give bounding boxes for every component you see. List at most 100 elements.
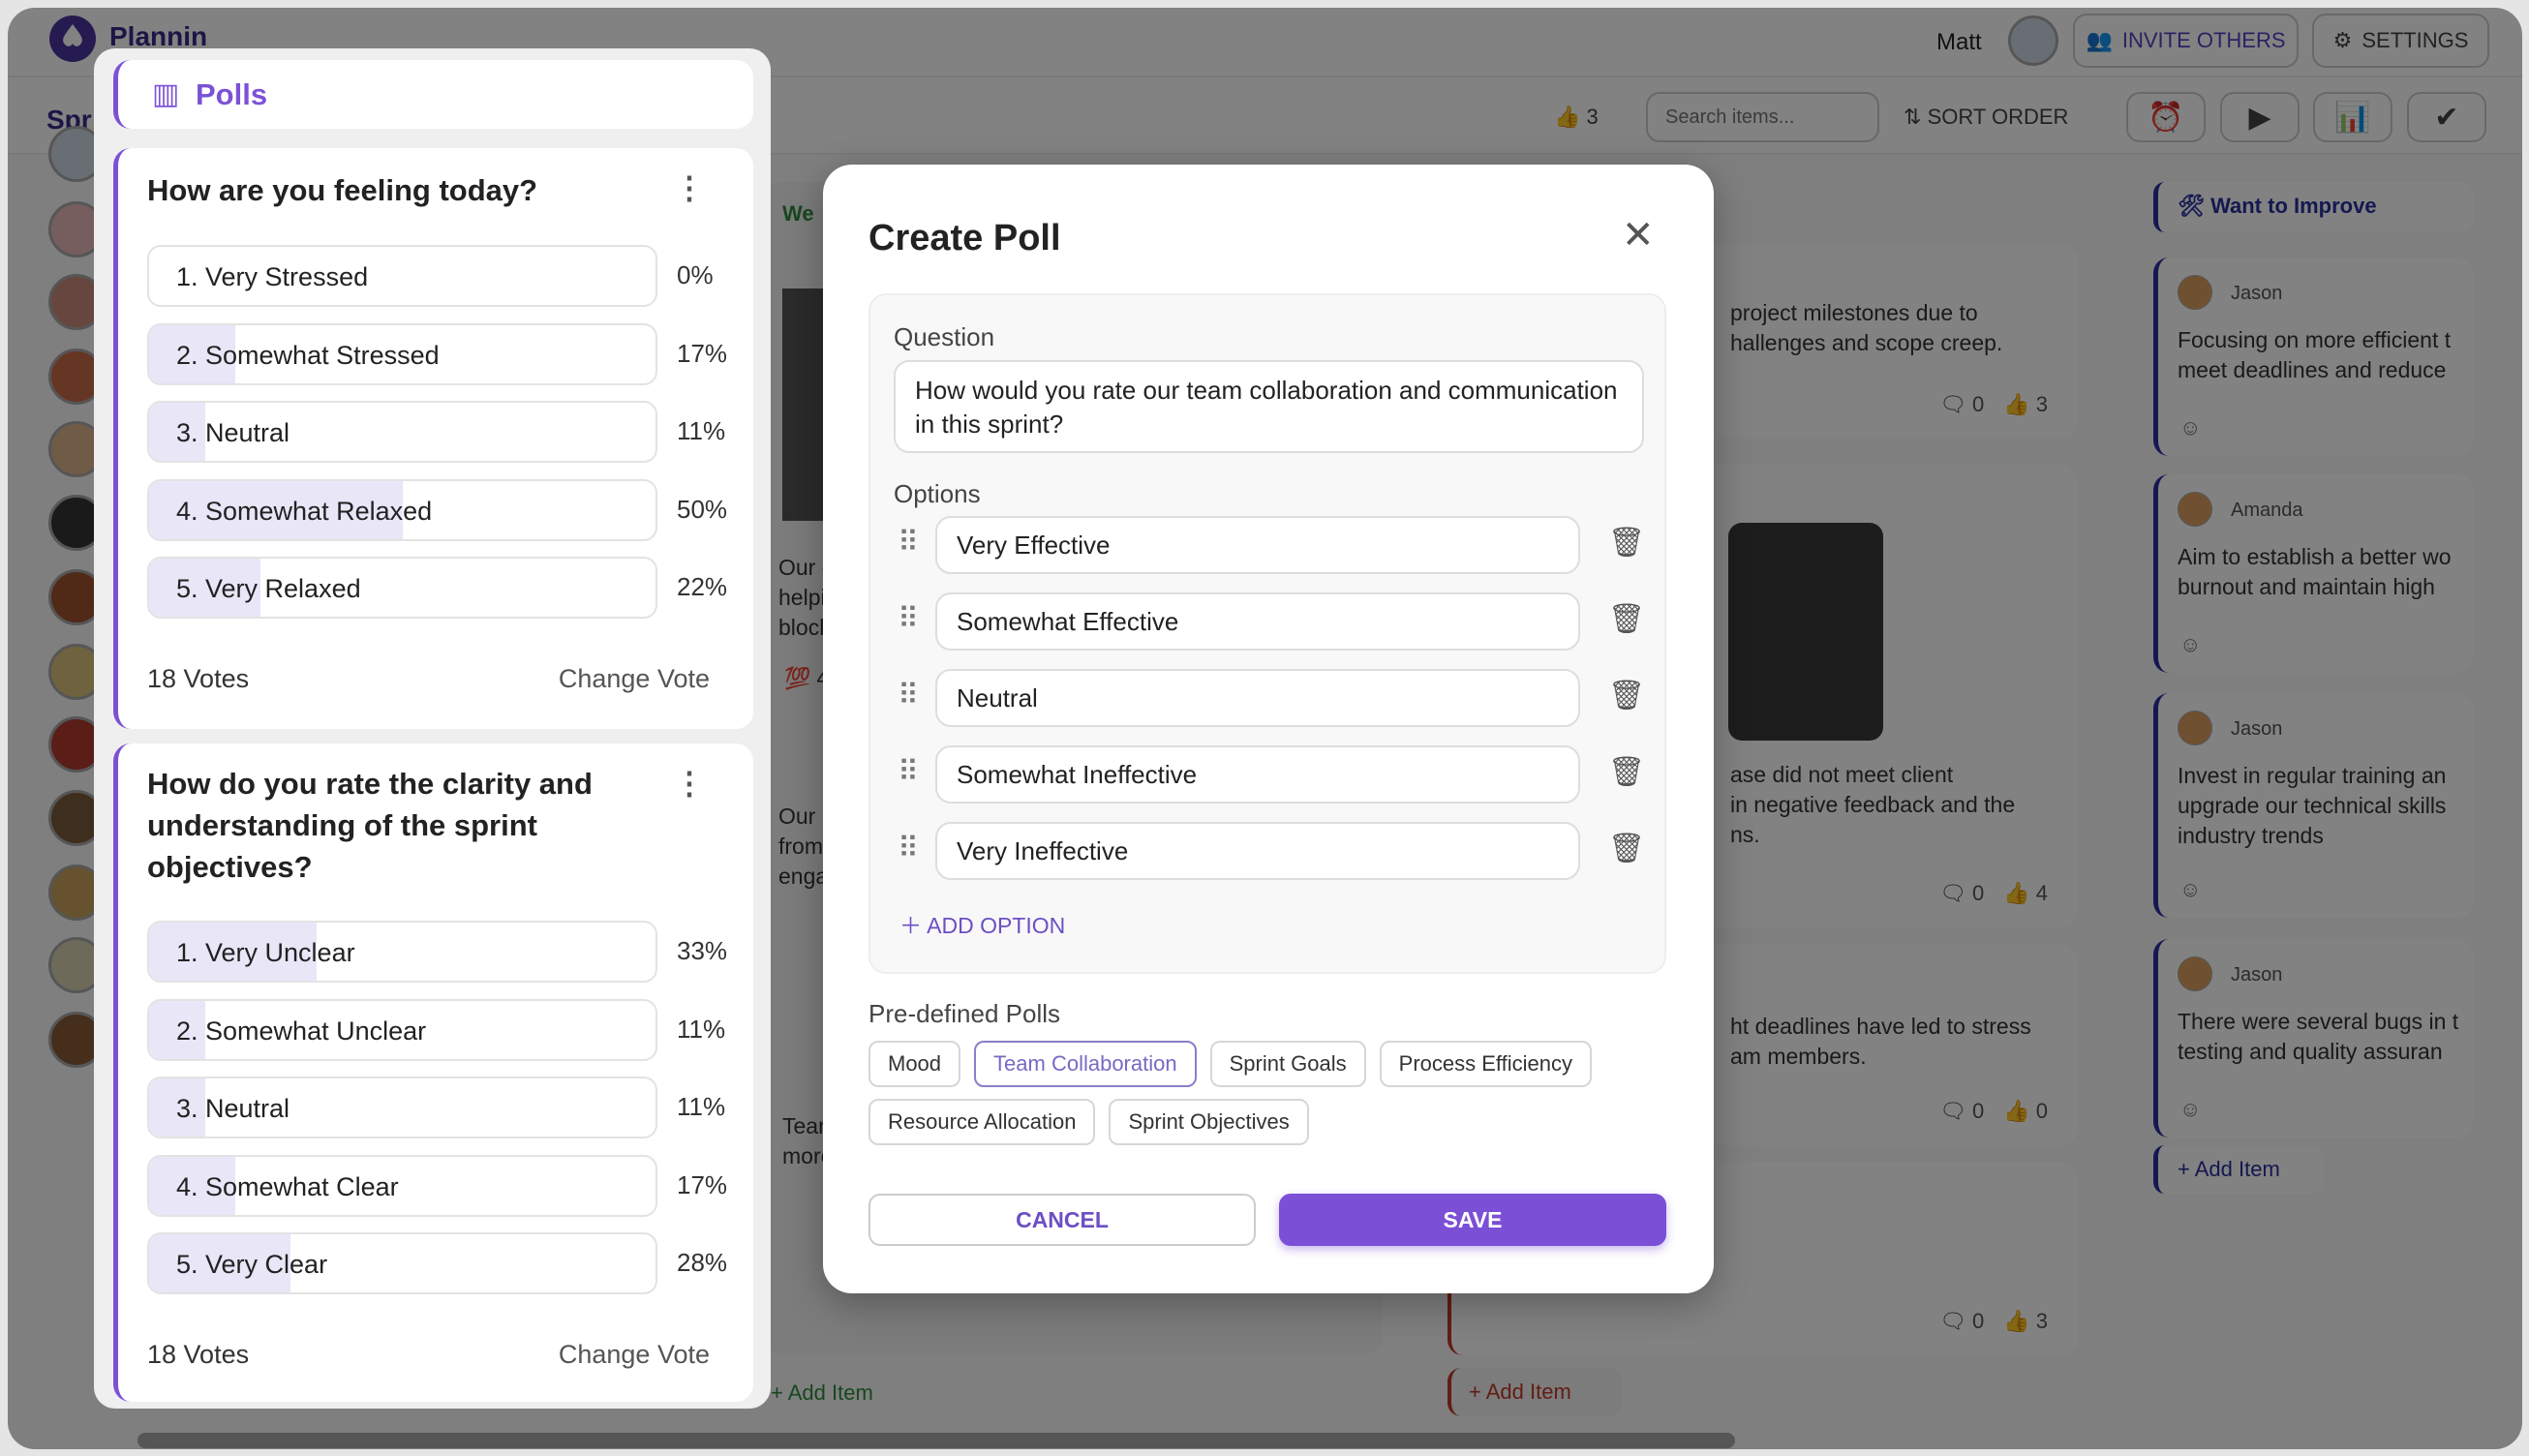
to-improve-add-item[interactable]: + Add Item	[1447, 1368, 1622, 1416]
poll-option-percent: 17%	[677, 1169, 728, 1199]
trash-icon[interactable]: 🗑	[1608, 603, 1646, 635]
poll-option[interactable]: 5. Very Relaxed	[147, 557, 657, 619]
modal-title: Create Poll	[868, 218, 1061, 258]
add-reaction-icon[interactable]: ☺	[2179, 1097, 2202, 1121]
poll-option-percent: 11%	[677, 1092, 726, 1121]
poll-option-label: 5. Very Clear	[176, 1250, 328, 1279]
like-count[interactable]: 👍 0	[2003, 1099, 2048, 1123]
poll-option-percent: 22%	[677, 572, 728, 601]
poll-option[interactable]: 1. Very Stressed	[147, 245, 657, 307]
comment-count[interactable]: 🗨 0	[1938, 392, 1985, 416]
sort-label: SORT ORDER	[1927, 105, 2069, 129]
poll-question: How are you feeling today?	[147, 173, 538, 207]
drag-handle-icon[interactable]: ⠿	[898, 833, 919, 864]
present-button[interactable]: ▶	[2220, 92, 2300, 142]
option-input[interactable]: Neutral	[935, 669, 1580, 727]
option-input[interactable]: Somewhat Ineffective	[935, 745, 1580, 804]
predefined-poll-chip[interactable]: Sprint Goals	[1209, 1041, 1366, 1087]
author-avatar	[2178, 275, 2212, 310]
poll-option-label: 5. Very Relaxed	[176, 574, 361, 603]
app-name: Plannin	[109, 21, 208, 51]
add-timer-button[interactable]: ⏰	[2126, 92, 2206, 142]
poll-option[interactable]: 3. Neutral	[147, 1077, 657, 1138]
option-input[interactable]: Somewhat Effective	[935, 592, 1580, 651]
predefined-poll-chip[interactable]: Resource Allocation	[868, 1099, 1096, 1145]
poll-option-label: 4. Somewhat Relaxed	[176, 496, 433, 526]
search-input[interactable]	[1646, 92, 1879, 142]
more-options-icon[interactable]: ⋮	[674, 170, 705, 205]
board-likes[interactable]: 👍 3	[1554, 105, 1599, 130]
poll-option[interactable]: 1. Very Unclear	[147, 921, 657, 983]
card-text: There were several bugs in t testing and…	[2178, 1009, 2459, 1064]
predefined-label: Pre-defined Polls	[868, 999, 1060, 1028]
horizontal-scrollbar[interactable]	[137, 1433, 1735, 1448]
settings-button[interactable]: ⚙ SETTINGS	[2312, 14, 2489, 68]
poll-option-label: 1. Very Stressed	[176, 262, 369, 291]
add-reaction-icon[interactable]: ☺	[2179, 877, 2202, 901]
poll-option-bar	[149, 1078, 205, 1137]
went-well-header: We	[782, 201, 814, 226]
poll-option[interactable]: 4. Somewhat Relaxed	[147, 478, 657, 541]
polls-header: ▥ Polls	[113, 60, 753, 129]
sort-order-button[interactable]: ⇅ SORT ORDER	[1904, 105, 2068, 130]
poll-option[interactable]: 5. Very Clear	[147, 1232, 657, 1294]
plus-icon: ＋	[899, 913, 922, 938]
want-improve-add-item[interactable]: + Add Item	[2153, 1145, 2324, 1194]
more-options-icon[interactable]: ⋮	[674, 766, 705, 801]
trash-icon[interactable]: 🗑	[1608, 527, 1646, 559]
question-input[interactable]: How would you rate our team collaboratio…	[894, 360, 1644, 453]
poll-option-percent: 11%	[677, 416, 726, 445]
comment-count[interactable]: 🗨 0	[1938, 881, 1985, 905]
like-count[interactable]: 👍 3	[2003, 392, 2048, 416]
poll-option[interactable]: 2. Somewhat Stressed	[147, 322, 657, 385]
comment-count[interactable]: 🗨 0	[1938, 1309, 1985, 1333]
save-button[interactable]: SAVE	[1279, 1194, 1666, 1246]
drag-handle-icon[interactable]: ⠿	[898, 756, 919, 788]
cancel-button[interactable]: CANCEL	[868, 1194, 1256, 1246]
card-text: ht deadlines have led to stress am membe…	[1730, 1014, 2031, 1069]
author-name: Jason	[2231, 718, 2283, 740]
want-improve-header: 🛠 Want to Improve	[2153, 182, 2473, 232]
thumbs-up-icon: 👍	[1554, 105, 1581, 129]
close-icon[interactable]: ✕	[1622, 214, 1655, 257]
change-vote-link[interactable]: Change Vote	[558, 1339, 710, 1369]
predefined-poll-chip[interactable]: Sprint Objectives	[1109, 1099, 1309, 1145]
poll-option-label: 3. Neutral	[176, 1094, 290, 1123]
board-card[interactable]: Jason Invest in regular training an upgra…	[2153, 693, 2473, 918]
drag-handle-icon[interactable]: ⠿	[898, 527, 919, 559]
poll-option[interactable]: 3. Neutral	[147, 401, 657, 463]
board-card[interactable]: Jason There were several bugs in t testin…	[2153, 939, 2473, 1138]
predefined-poll-chip[interactable]: Process Efficiency	[1379, 1041, 1592, 1087]
poll-option-percent: 28%	[677, 1248, 728, 1277]
drag-handle-icon[interactable]: ⠿	[898, 680, 919, 712]
add-reaction-icon[interactable]: ☺	[2179, 415, 2202, 440]
polls-button[interactable]: 📊	[2313, 92, 2392, 142]
trash-icon[interactable]: 🗑	[1608, 756, 1646, 788]
poll-option-label: 2. Somewhat Unclear	[176, 1016, 427, 1046]
comment-count[interactable]: 🗨 0	[1938, 1099, 1985, 1123]
option-input[interactable]: Very Ineffective	[935, 822, 1580, 880]
option-input[interactable]: Very Effective	[935, 516, 1580, 574]
board-card[interactable]: Jason Focusing on more efficient t meet d…	[2153, 258, 2473, 456]
add-action-button[interactable]: ✔	[2407, 92, 2486, 142]
predefined-poll-chip[interactable]: Team Collaboration	[974, 1041, 1197, 1087]
board-card[interactable]: Amanda Aim to establish a better wo burno…	[2153, 474, 2473, 673]
poll-option-percent: 11%	[677, 1014, 726, 1044]
poll-option[interactable]: 4. Somewhat Clear	[147, 1154, 657, 1217]
card-text: ase did not meet client in negative feed…	[1730, 762, 2016, 847]
poll-option-label: 3. Neutral	[176, 418, 290, 447]
drag-handle-icon[interactable]: ⠿	[898, 603, 919, 635]
went-well-add-item[interactable]: + Add Item	[771, 1380, 873, 1405]
like-count[interactable]: 👍 3	[2003, 1309, 2048, 1333]
trash-icon[interactable]: 🗑	[1608, 833, 1646, 864]
user-avatar[interactable]	[2008, 15, 2058, 66]
like-count[interactable]: 👍 4	[2003, 881, 2048, 905]
change-vote-link[interactable]: Change Vote	[558, 663, 710, 693]
poll-option[interactable]: 2. Somewhat Unclear	[147, 998, 657, 1061]
predefined-polls: Mood Team Collaboration Sprint Goals Proces…	[868, 1041, 1672, 1145]
add-option-button[interactable]: ＋ ADD OPTION	[899, 913, 1066, 938]
trash-icon[interactable]: 🗑	[1608, 680, 1646, 712]
predefined-poll-chip[interactable]: Mood	[868, 1041, 961, 1087]
invite-others-button[interactable]: 👥 INVITE OTHERS	[2073, 14, 2299, 68]
add-reaction-icon[interactable]: ☺	[2179, 632, 2202, 656]
